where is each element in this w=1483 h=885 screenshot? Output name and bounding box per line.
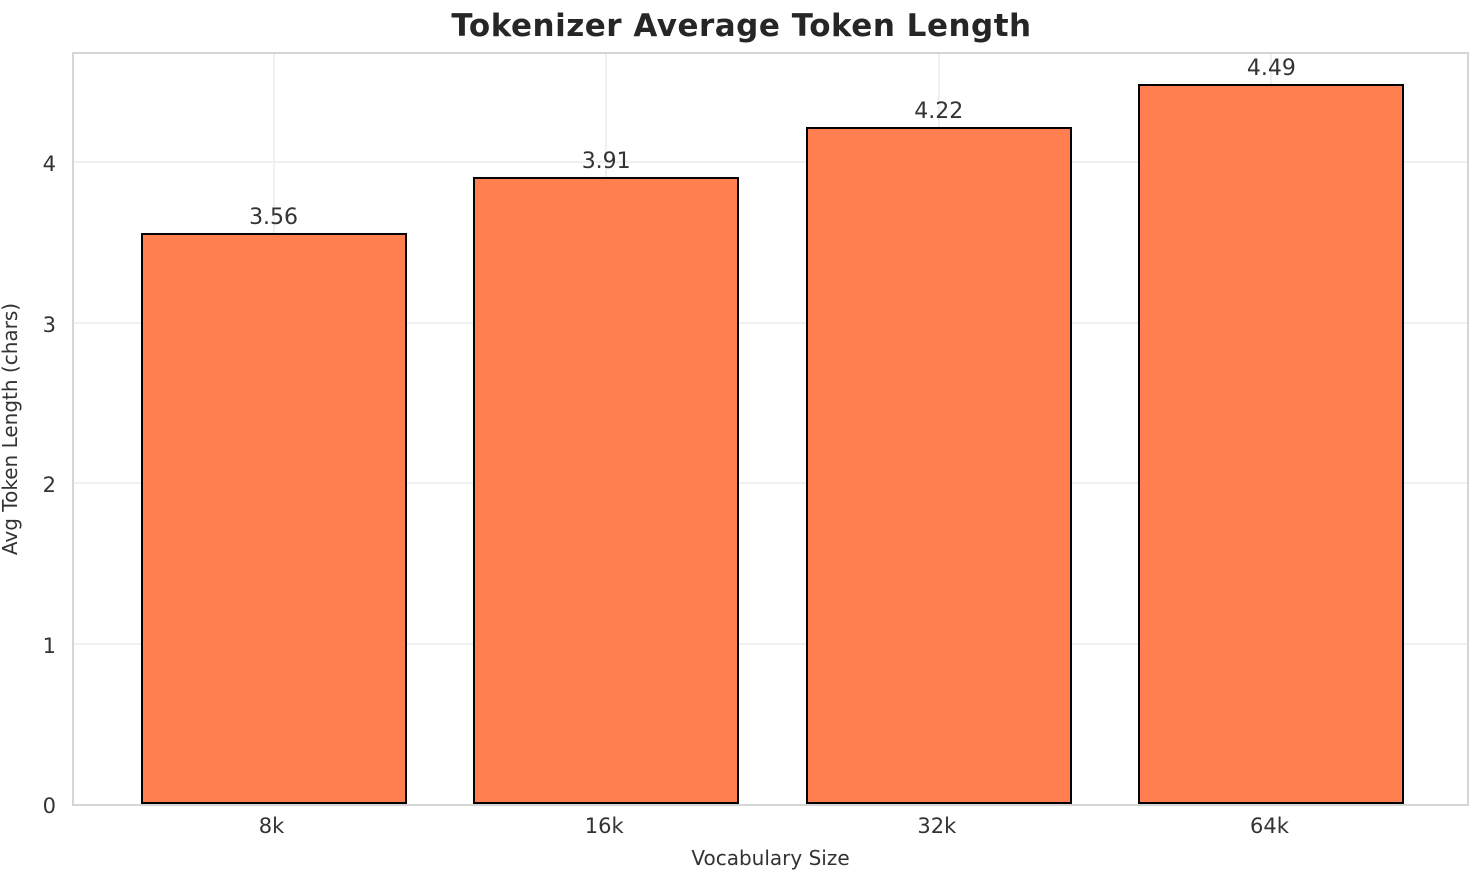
h-gridline (74, 321, 1467, 324)
h-gridline (74, 161, 1467, 164)
bar-value-label: 4.49 (1246, 55, 1296, 81)
y-axis-label-text: Avg Token Length (chars) (0, 302, 22, 556)
bar-value-label: 3.56 (249, 204, 299, 230)
bar-16k (473, 176, 740, 804)
y-tick-label: 4 (42, 152, 56, 177)
x-tick-label: 8k (258, 814, 285, 838)
x-tick-label: 16k (584, 814, 624, 838)
bar-64k (1138, 83, 1405, 804)
bar-value-label: 3.91 (581, 148, 631, 174)
y-tick-label: 1 (42, 633, 56, 658)
plot-area: 3.56 3.91 4.22 4.49 (72, 52, 1469, 806)
y-tick-label: 2 (42, 473, 56, 498)
y-tick-label: 3 (42, 312, 56, 337)
bar-32k (805, 127, 1072, 804)
x-tick-label: 32k (917, 814, 957, 838)
y-tick-label: 0 (42, 794, 56, 818)
chart-title: Tokenizer Average Token Length (451, 8, 1032, 44)
h-gridline (74, 642, 1467, 645)
x-axis-label: Vocabulary Size (691, 846, 850, 870)
h-gridline (74, 482, 1467, 485)
bar-value-label: 4.22 (914, 98, 964, 124)
x-tick-label: 64k (1249, 814, 1289, 838)
bar-8k (140, 232, 407, 804)
